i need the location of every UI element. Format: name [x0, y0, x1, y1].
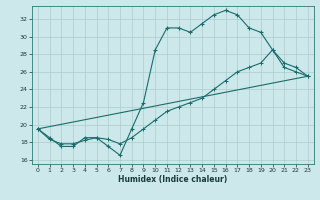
X-axis label: Humidex (Indice chaleur): Humidex (Indice chaleur) [118, 175, 228, 184]
